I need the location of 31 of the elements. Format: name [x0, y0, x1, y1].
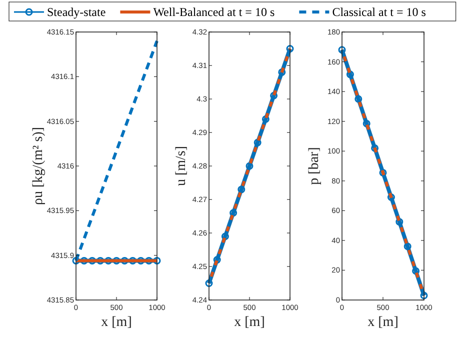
point	[412, 267, 420, 275]
legend-label: Steady-state	[47, 5, 106, 19]
y-axis-title: p [bar]	[307, 147, 322, 185]
x-axis-title: x [m]	[368, 315, 398, 330]
point	[205, 280, 213, 287]
point	[371, 144, 379, 152]
point	[262, 115, 270, 123]
point	[230, 209, 238, 217]
point	[238, 186, 246, 194]
point	[346, 70, 354, 78]
legend-label: Well-Balanced at t = 10 s	[153, 5, 275, 19]
point	[270, 92, 278, 100]
point	[213, 256, 221, 264]
point	[420, 292, 428, 300]
y-axis-title: ρu [kg/(m² s)]	[31, 126, 46, 206]
legend-label: Classical at t = 10 s	[332, 5, 426, 19]
point	[338, 46, 346, 54]
point	[246, 162, 254, 170]
point	[286, 45, 294, 52]
point	[404, 242, 412, 250]
point	[221, 232, 229, 240]
point	[387, 194, 395, 202]
y-axis-title: u [m/s]	[174, 146, 189, 186]
point	[362, 120, 370, 128]
point	[254, 138, 262, 146]
x-axis-title: x [m]	[234, 315, 265, 330]
x-axis-title: x [m]	[101, 315, 132, 330]
point	[379, 168, 387, 176]
point	[396, 218, 404, 226]
point	[278, 68, 286, 76]
point	[354, 95, 362, 103]
